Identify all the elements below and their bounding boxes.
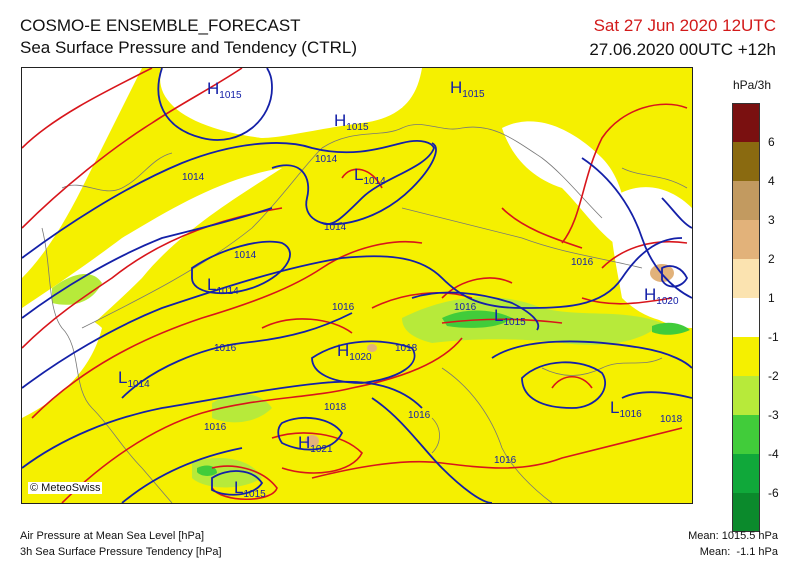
pressure-center-l: L1015 [234, 478, 266, 500]
isobar-labels: 1014 1014 1014 1014 1016 1016 1016 1018 … [182, 154, 683, 466]
map-subtitle: Sea Surface Pressure and Tendency (CTRL) [20, 38, 358, 57]
tendency-area-minus3-c [192, 458, 262, 488]
legend-swatch [732, 181, 760, 220]
legend-swatch [732, 376, 760, 415]
isobars [22, 68, 692, 503]
pressure-center-h: H1021 [298, 433, 333, 455]
copyright-label: © MeteoSwiss [28, 482, 103, 494]
legend-tick-label: 4 [768, 174, 775, 188]
tendency-area-minus4-b [652, 322, 690, 335]
tendency-area-minus3-d [52, 273, 102, 305]
pressure-center-l: L1015 [494, 306, 526, 328]
map-canvas: H1015 H1015 H1015 L1014 L1014 L1014 L101… [22, 68, 692, 503]
tendency-area-white-north [162, 68, 422, 138]
isobar-label: 1016 [332, 302, 355, 313]
isobar-label: 1018 [395, 343, 418, 354]
pressure-center-l: L1014 [118, 368, 150, 390]
isobar-label: 1016 [494, 455, 517, 466]
tendency-area-minus4-c [197, 465, 217, 476]
legend-tick-label: 1 [768, 291, 775, 305]
pressure-center-l: L1016 [610, 398, 642, 420]
legend-swatch [732, 337, 760, 376]
isobar-label: 1014 [315, 154, 338, 165]
legend-swatch [732, 493, 760, 532]
tendency-contours [22, 68, 688, 503]
legend-tick-label: 2 [768, 252, 775, 266]
isobar-label: 1016 [214, 343, 237, 354]
footer-line-tendency: 3h Sea Surface Pressure Tendency [hPa] [20, 546, 222, 558]
legend-tick-label: 6 [768, 135, 775, 149]
tendency-area-white-southwest [22, 316, 102, 418]
tendency-area-white-east2 [610, 187, 692, 322]
tendency-area-minus2 [22, 68, 692, 503]
legend-swatch [732, 142, 760, 181]
isobar-label: 1014 [234, 250, 257, 261]
coastlines [41, 124, 688, 503]
isobar-label: 1014 [182, 172, 205, 183]
legend-swatch [732, 259, 760, 298]
valid-time: Sat 27 Jun 2020 12UTC [593, 16, 776, 35]
mean-pressure: Mean: 1015.5 hPa [688, 530, 778, 542]
legend-tick-label: 3 [768, 213, 775, 227]
legend-swatch [732, 298, 760, 337]
legend-tick-label: -6 [768, 486, 779, 500]
legend-swatch [732, 103, 760, 142]
run-time: 27.06.2020 00UTC +12h [589, 40, 776, 59]
footer-line-pressure: Air Pressure at Mean Sea Level [hPa] [20, 530, 205, 542]
legend-tick-label: -1 [768, 330, 779, 344]
mean-tendency: Mean: -1.1 hPa [699, 546, 778, 558]
legend-tick-label: -2 [768, 369, 779, 383]
map-title: COSMO-E ENSEMBLE_FORECAST [20, 16, 301, 35]
tendency-area-plus1-b [305, 435, 319, 447]
pressure-center-l: L1014 [354, 165, 386, 187]
isobar-label: 1018 [660, 414, 683, 425]
pressure-center-h: H1015 [334, 111, 369, 133]
legend-unit: hPa/3h [733, 78, 772, 92]
pressure-centers: H1015 H1015 H1015 L1014 L1014 L1014 L101… [118, 78, 679, 500]
isobar-label: 1016 [571, 257, 594, 268]
pressure-center-l: L1014 [207, 275, 239, 297]
legend-swatch [732, 415, 760, 454]
legend-swatch [732, 220, 760, 259]
isobar-label: 1016 [454, 302, 477, 313]
isobar-label: 1016 [204, 422, 227, 433]
pressure-center-h: H1015 [450, 78, 485, 100]
isobar-label: 1018 [324, 402, 347, 413]
pressure-center-h: H1020 [337, 341, 372, 363]
isobar-label: 1016 [408, 410, 431, 421]
legend-tick-label: -3 [768, 408, 779, 422]
legend-swatch [732, 454, 760, 493]
tendency-area-plus1-c [367, 344, 377, 352]
pressure-center-h: H1020 [644, 285, 679, 307]
legend-tick-label: -4 [768, 447, 779, 461]
pressure-center-h: H1015 [207, 79, 242, 101]
map-panel: H1015 H1015 H1015 L1014 L1014 L1014 L101… [21, 67, 693, 504]
isobar-label: 1014 [324, 222, 347, 233]
